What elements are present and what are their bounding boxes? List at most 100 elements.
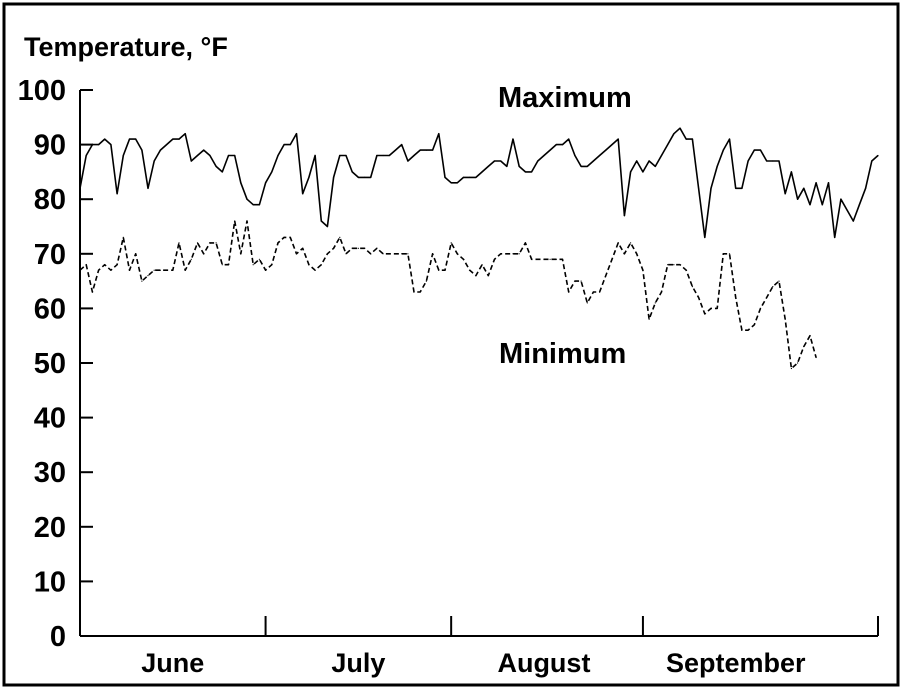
data-point-minimum (432, 253, 434, 255)
data-point-maximum (586, 165, 588, 167)
data-point-minimum (784, 318, 786, 320)
data-point-maximum (858, 204, 861, 206)
data-point-maximum (592, 160, 595, 162)
data-point-minimum (289, 236, 291, 238)
data-point-minimum (512, 253, 514, 255)
data-point-maximum (481, 171, 483, 173)
data-point-maximum (215, 165, 217, 167)
data-point-maximum (333, 176, 335, 178)
data-point-minimum (308, 264, 310, 266)
data-point-minimum (790, 367, 793, 370)
data-point-maximum (561, 144, 564, 146)
data-point-minimum (234, 220, 236, 222)
data-point-minimum (605, 275, 607, 277)
data-point-maximum (382, 154, 384, 157)
data-point-maximum (450, 182, 452, 184)
y-tick-label: 50 (34, 348, 66, 380)
data-point-maximum (524, 171, 527, 173)
data-point-minimum (475, 275, 477, 277)
data-point-maximum (475, 176, 477, 178)
data-point-minimum (159, 269, 161, 271)
data-point-minimum (685, 269, 687, 271)
data-point-minimum (809, 335, 811, 337)
data-point-minimum (271, 264, 273, 266)
data-point-minimum (506, 253, 508, 255)
data-point-minimum (283, 236, 285, 238)
data-point-minimum (642, 269, 644, 271)
data-point-maximum (815, 182, 817, 184)
data-point-maximum (159, 149, 161, 151)
data-point-minimum (549, 258, 551, 260)
data-point-minimum (382, 253, 384, 255)
data-point-minimum (326, 253, 328, 255)
data-point-maximum (735, 187, 737, 189)
data-point-minimum (462, 258, 465, 260)
data-point-maximum (549, 149, 551, 151)
data-point-maximum (401, 144, 403, 146)
data-point-maximum (345, 154, 347, 157)
data-point-minimum (469, 269, 471, 271)
data-point-maximum (141, 149, 143, 151)
data-point-maximum (314, 154, 316, 157)
data-point-maximum (85, 154, 87, 157)
series-label-maximum: Maximum (498, 82, 632, 114)
data-point-maximum (667, 144, 669, 146)
data-point-maximum (190, 160, 192, 162)
data-point-minimum (815, 356, 817, 359)
data-point-minimum (357, 247, 359, 249)
data-point-maximum (654, 165, 656, 167)
data-point-maximum (128, 138, 131, 140)
y-tick-label: 70 (34, 239, 66, 271)
data-point-minimum (339, 236, 341, 238)
data-point-maximum (413, 154, 415, 157)
data-point-maximum (394, 149, 397, 151)
data-point-maximum (351, 171, 353, 173)
data-point-minimum (722, 253, 724, 255)
data-point-minimum (252, 264, 254, 266)
data-point-minimum (401, 253, 403, 255)
data-point-minimum (592, 291, 595, 293)
data-point-maximum (469, 176, 471, 178)
data-point-maximum (611, 144, 613, 146)
data-point-maximum (704, 236, 706, 238)
y-tick-label: 10 (34, 566, 66, 598)
data-point-maximum (766, 160, 768, 162)
data-point-minimum (753, 324, 755, 326)
data-point-maximum (339, 154, 341, 157)
data-point-minimum (85, 264, 87, 266)
data-point-maximum (500, 160, 502, 162)
data-point-maximum (444, 176, 446, 178)
data-point-minimum (444, 269, 446, 271)
data-point-minimum (691, 286, 694, 288)
data-point-minimum (333, 247, 335, 249)
data-point-minimum (153, 269, 155, 271)
data-point-minimum (438, 269, 440, 271)
data-point-maximum (852, 220, 854, 222)
data-point-maximum (227, 154, 230, 157)
data-point-maximum (302, 193, 304, 195)
data-point-maximum (797, 198, 799, 200)
y-tick-label: 90 (34, 130, 66, 162)
data-point-minimum (128, 269, 131, 271)
data-point-maximum (636, 160, 638, 162)
data-point-maximum (580, 165, 582, 167)
y-tick-label: 30 (34, 457, 66, 489)
data-point-minimum (747, 329, 749, 331)
data-point-maximum (462, 176, 465, 178)
data-point-maximum (376, 154, 378, 157)
y-tick-label: 20 (34, 512, 66, 544)
data-point-minimum (654, 302, 656, 304)
data-point-minimum (209, 242, 211, 244)
y-tick-label: 80 (34, 184, 66, 216)
data-point-maximum (456, 182, 458, 184)
tick-layer: 0 10 20 30 40 50 60 70 80 90 100 June July August Sept… (18, 75, 879, 678)
data-point-maximum (289, 144, 291, 146)
data-point-maximum (320, 220, 322, 222)
data-point-minimum (623, 253, 626, 255)
data-point-minimum (110, 269, 112, 271)
data-point-minimum (370, 253, 372, 255)
data-point-minimum (716, 307, 718, 309)
x-tick-label: September (666, 648, 806, 678)
axes (79, 90, 878, 637)
